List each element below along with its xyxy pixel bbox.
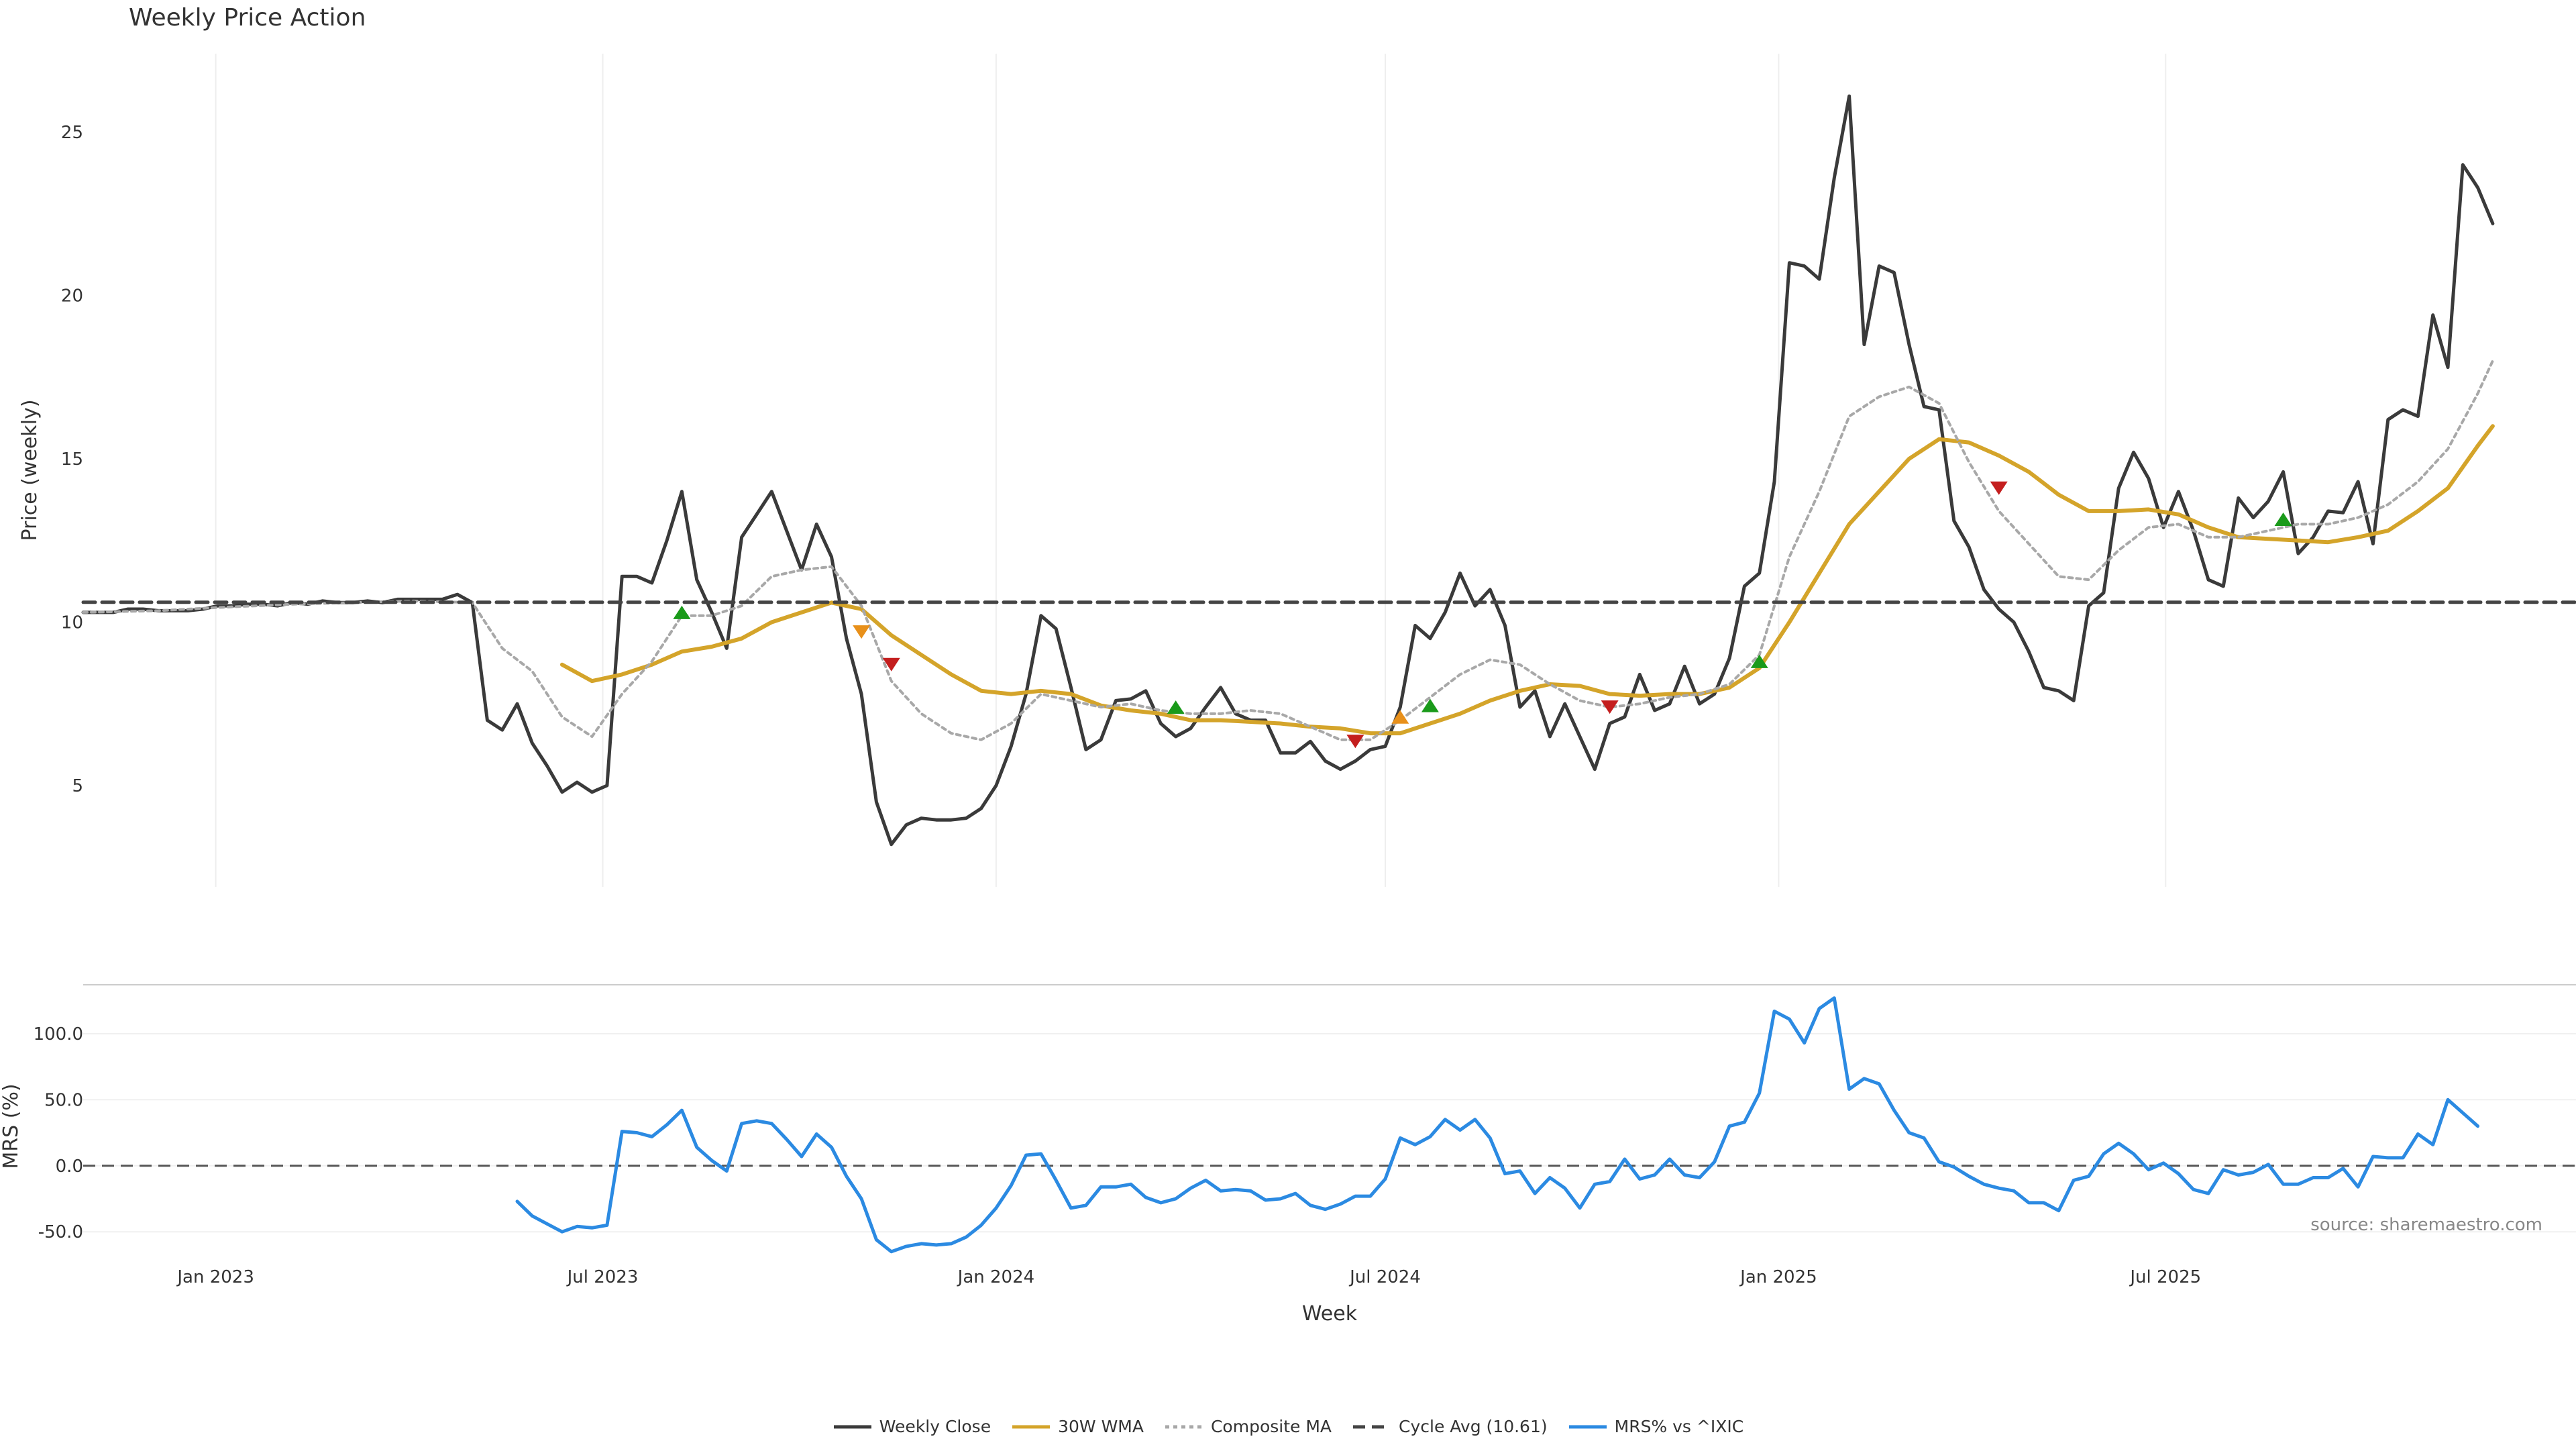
legend-swatch: [1165, 1425, 1203, 1428]
legend-item: Weekly Close: [833, 1417, 991, 1436]
signal-up-marker: [673, 605, 691, 619]
series-composite-ma: [82, 359, 2494, 741]
legend-item: Composite MA: [1164, 1417, 1332, 1436]
grid: [83, 54, 2576, 1233]
legend-label: Cycle Avg (10.61): [1399, 1417, 1548, 1436]
legend-swatch: [1568, 1425, 1607, 1428]
price-y-axis-label: Price (weekly): [18, 399, 42, 541]
price-panel: [81, 94, 2576, 847]
legend-label: 30W WMA: [1058, 1417, 1144, 1436]
signal-up-marker: [1391, 710, 1409, 724]
series-30w-wma: [559, 424, 2495, 736]
legend-item: Cycle Avg (10.61): [1352, 1417, 1548, 1436]
signal-down-marker: [1990, 481, 2008, 495]
legend-label: Weekly Close: [879, 1417, 991, 1436]
mrs-y-tick-label: 50.0: [44, 1090, 83, 1110]
source-label: source: sharemaestro.com: [2310, 1215, 2542, 1235]
signal-down-marker: [882, 657, 900, 672]
signal-down-marker: [1346, 735, 1364, 749]
mrs-y-tick-label: -50.0: [38, 1222, 83, 1242]
price-y-tick-label: 25: [61, 123, 83, 143]
legend-label: MRS% vs ^IXIC: [1614, 1417, 1744, 1436]
x-tick-label: Jul 2025: [2129, 1267, 2201, 1287]
signal-up-marker: [2274, 513, 2292, 527]
price-y-tick-label: 20: [61, 286, 83, 306]
series-weekly-close: [81, 94, 2495, 847]
price-y-tick-label: 15: [61, 449, 83, 470]
signal-up-marker: [1167, 700, 1185, 714]
mrs-y-tick-label: 100.0: [34, 1024, 83, 1044]
series-mrs-vs-ixic: [515, 996, 2480, 1254]
legend-item: MRS% vs ^IXIC: [1568, 1417, 1744, 1436]
legend-label: Composite MA: [1210, 1417, 1332, 1436]
mrs-y-axis-label: MRS (%): [0, 1083, 23, 1169]
x-axis-label: Week: [1302, 1302, 1358, 1326]
signal-up-marker: [1750, 654, 1768, 668]
x-tick-label: Jul 2024: [1348, 1267, 1421, 1287]
legend: Weekly Close 30W WMA Composite MA Cycle Avg…: [0, 1417, 2576, 1436]
legend-item: 30W WMA: [1011, 1417, 1144, 1436]
legend-swatch: [833, 1425, 871, 1428]
signal-down-marker: [853, 625, 871, 639]
axes: Jan 2023 Jul 2023 Jan 2024 Jul 2024 Jan 2025…: [0, 123, 2542, 1326]
x-tick-label: Jan 2025: [1739, 1267, 1817, 1287]
x-tick-label: Jan 2024: [957, 1267, 1035, 1287]
price-y-tick-label: 5: [72, 776, 83, 796]
signal-up-marker: [1421, 698, 1439, 712]
mrs-panel: [83, 996, 2576, 1254]
legend-swatch: [1012, 1425, 1051, 1428]
x-tick-label: Jan 2023: [176, 1267, 254, 1287]
signal-down-marker: [1601, 700, 1619, 714]
chart-title: Weekly Price Action: [129, 4, 366, 32]
mrs-y-tick-label: 0.0: [56, 1157, 83, 1177]
legend-swatch: [1353, 1425, 1391, 1428]
x-tick-label: Jul 2023: [566, 1267, 639, 1287]
price-y-tick-label: 10: [61, 612, 83, 633]
